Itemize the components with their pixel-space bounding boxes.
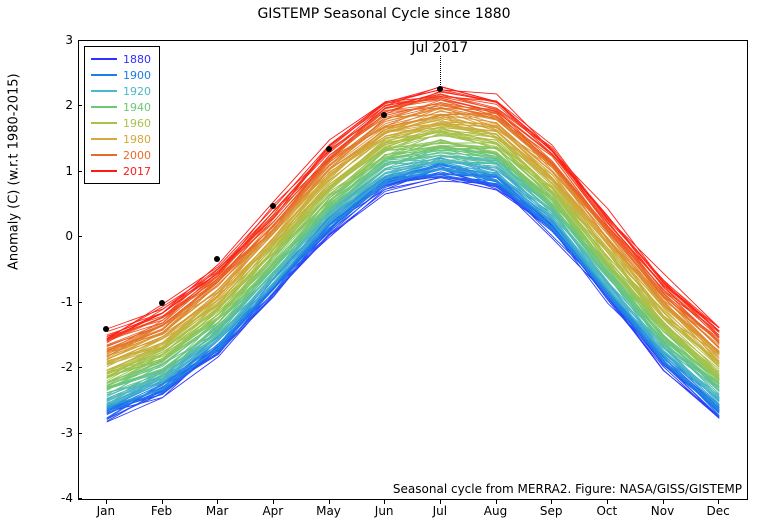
legend: 1880 1900 1920 1940 1960 1980 2000 2017 bbox=[84, 46, 160, 184]
y-tick-mark bbox=[78, 367, 82, 368]
legend-swatch bbox=[91, 154, 117, 156]
legend-swatch bbox=[91, 58, 117, 60]
annotation-label: Jul 2017 bbox=[411, 40, 468, 56]
chart-title: GISTEMP Seasonal Cycle since 1880 bbox=[0, 6, 768, 22]
legend-swatch bbox=[91, 90, 117, 92]
x-tick-label: Dec bbox=[707, 504, 730, 518]
y-tick-mark bbox=[78, 40, 82, 41]
legend-item: 1940 bbox=[91, 99, 151, 115]
y-tick-mark bbox=[78, 433, 82, 434]
legend-item: 2000 bbox=[91, 147, 151, 163]
x-tick-label: Feb bbox=[151, 504, 172, 518]
x-tick-label: Jun bbox=[375, 504, 394, 518]
legend-label: 2017 bbox=[123, 165, 151, 178]
x-tick-mark bbox=[384, 500, 385, 504]
y-tick-label: -3 bbox=[13, 426, 73, 440]
x-tick-label: Mar bbox=[206, 504, 229, 518]
legend-item: 1960 bbox=[91, 115, 151, 131]
plot-area bbox=[78, 40, 748, 500]
y-tick-label: 0 bbox=[13, 229, 73, 243]
legend-label: 1960 bbox=[123, 117, 151, 130]
x-tick-mark bbox=[273, 500, 274, 504]
highlight-dot bbox=[103, 326, 109, 332]
legend-item: 1920 bbox=[91, 83, 151, 99]
x-tick-label: Jul bbox=[433, 504, 447, 518]
x-tick-mark bbox=[496, 500, 497, 504]
y-tick-mark bbox=[78, 171, 82, 172]
x-tick-mark bbox=[718, 500, 719, 504]
y-tick-label: -4 bbox=[13, 491, 73, 505]
legend-item: 1900 bbox=[91, 67, 151, 83]
x-tick-label: Aug bbox=[484, 504, 507, 518]
highlight-dot bbox=[326, 146, 332, 152]
y-tick-label: 3 bbox=[13, 33, 73, 47]
x-tick-mark bbox=[162, 500, 163, 504]
y-tick-mark bbox=[78, 302, 82, 303]
legend-swatch bbox=[91, 74, 117, 76]
x-tick-label: May bbox=[316, 504, 341, 518]
highlight-dot bbox=[270, 203, 276, 209]
legend-label: 1980 bbox=[123, 133, 151, 146]
x-tick-mark bbox=[440, 500, 441, 504]
y-tick-mark bbox=[78, 236, 82, 237]
x-tick-mark bbox=[106, 500, 107, 504]
legend-swatch bbox=[91, 106, 117, 108]
y-tick-label: -1 bbox=[13, 295, 73, 309]
highlight-dot bbox=[214, 256, 220, 262]
legend-label: 2000 bbox=[123, 149, 151, 162]
x-tick-label: Oct bbox=[596, 504, 617, 518]
legend-item: 1880 bbox=[91, 51, 151, 67]
y-tick-label: 2 bbox=[13, 98, 73, 112]
legend-label: 1900 bbox=[123, 69, 151, 82]
x-tick-label: Nov bbox=[651, 504, 674, 518]
x-tick-mark bbox=[329, 500, 330, 504]
y-tick-mark bbox=[78, 498, 82, 499]
x-tick-mark bbox=[663, 500, 664, 504]
legend-label: 1940 bbox=[123, 101, 151, 114]
x-tick-label: Jan bbox=[97, 504, 116, 518]
x-tick-mark bbox=[551, 500, 552, 504]
legend-swatch bbox=[91, 122, 117, 124]
y-tick-mark bbox=[78, 105, 82, 106]
chart-container: GISTEMP Seasonal Cycle since 1880 Anomal… bbox=[0, 0, 768, 532]
legend-label: 1920 bbox=[123, 85, 151, 98]
x-tick-label: Sep bbox=[540, 504, 563, 518]
x-tick-mark bbox=[217, 500, 218, 504]
highlight-dot bbox=[437, 86, 443, 92]
highlight-dot bbox=[159, 300, 165, 306]
chart-caption: Seasonal cycle from MERRA2. Figure: NASA… bbox=[393, 482, 742, 496]
x-tick-label: Apr bbox=[262, 504, 283, 518]
x-tick-mark bbox=[607, 500, 608, 504]
legend-label: 1880 bbox=[123, 53, 151, 66]
legend-item: 1980 bbox=[91, 131, 151, 147]
y-tick-label: -2 bbox=[13, 360, 73, 374]
y-tick-label: 1 bbox=[13, 164, 73, 178]
annotation-leader-line bbox=[440, 56, 441, 89]
highlight-dot bbox=[381, 112, 387, 118]
legend-item: 2017 bbox=[91, 163, 151, 179]
line-series-svg bbox=[79, 41, 747, 499]
legend-swatch bbox=[91, 138, 117, 140]
legend-swatch bbox=[91, 170, 117, 172]
